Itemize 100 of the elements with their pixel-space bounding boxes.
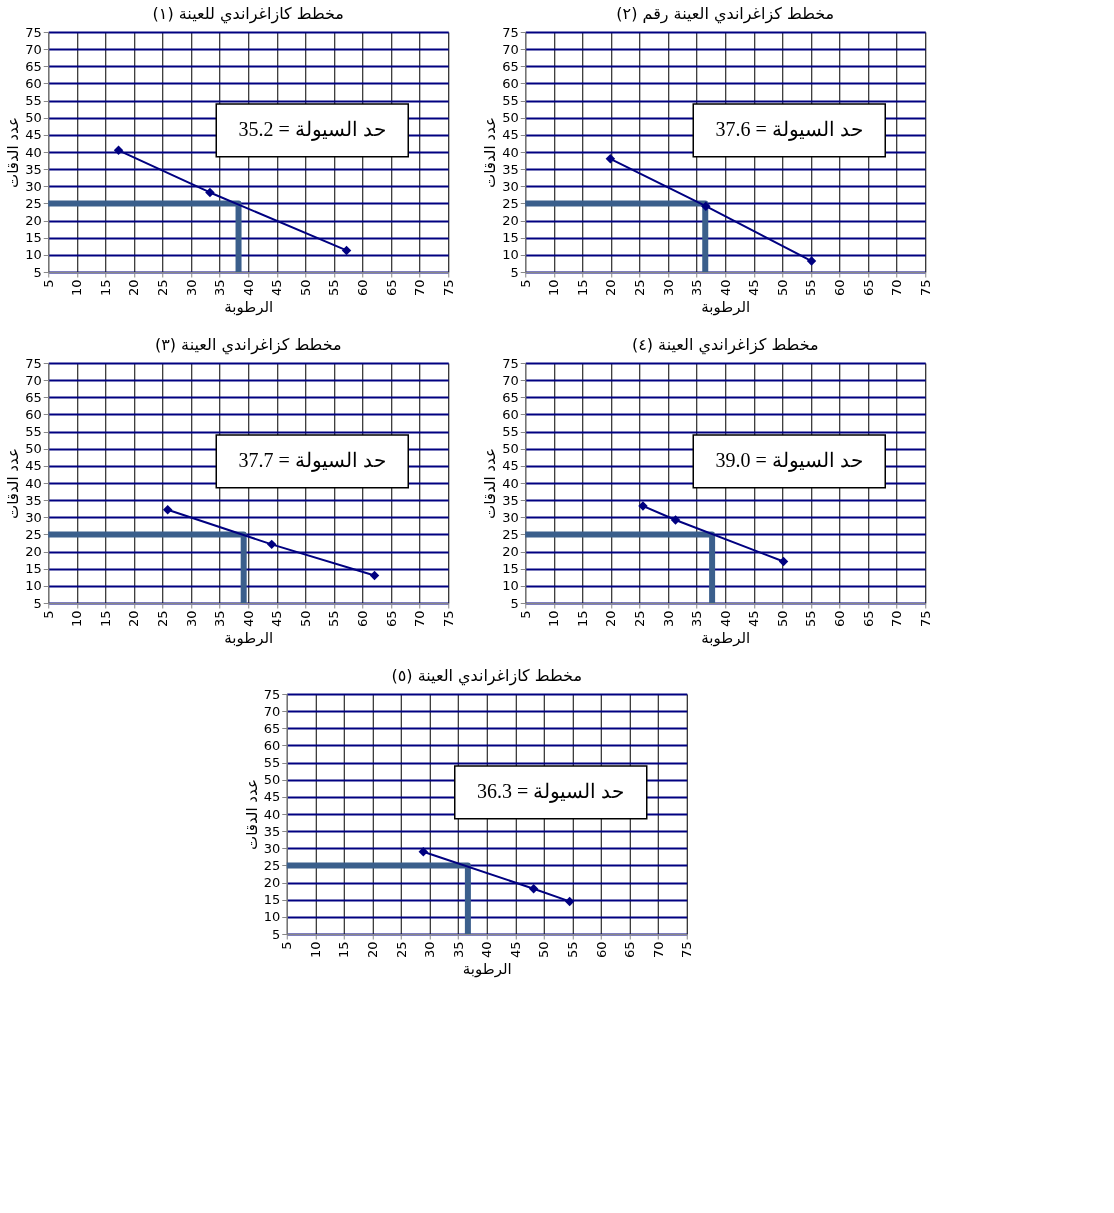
- x-tick-label: 75: [440, 279, 456, 297]
- x-tick-label: 40: [479, 941, 495, 959]
- x-tick-label: 30: [422, 941, 438, 959]
- y-axis-title: عدد الدقات: [481, 117, 500, 188]
- x-tick-label: 70: [889, 279, 905, 297]
- y-tick-label: 50: [502, 441, 519, 457]
- x-tick-label: 55: [326, 279, 342, 297]
- point: [605, 154, 616, 164]
- y-tick-label: 25: [25, 195, 42, 211]
- y-tick-label: 20: [25, 213, 42, 229]
- y-tick-label: 25: [25, 526, 42, 542]
- x-tick-label: 40: [717, 279, 733, 297]
- point: [266, 539, 277, 550]
- x-tick-label: 15: [336, 941, 352, 959]
- annotation: حد السيولة = 37.6: [715, 118, 863, 142]
- y-tick-label: 45: [502, 127, 519, 143]
- y-tick-label: 15: [502, 561, 519, 577]
- y-tick-label: 75: [25, 24, 42, 40]
- x-tick-label: 15: [97, 610, 113, 628]
- y-tick-label: 60: [25, 75, 42, 91]
- y-axis-title: عدد الدقات: [481, 448, 500, 519]
- x-axis-title: الرطوبة: [224, 629, 274, 648]
- y-tick-label: 75: [263, 686, 281, 702]
- x-tick-label: 50: [297, 610, 313, 628]
- y-tick-label: 50: [25, 441, 42, 457]
- y-tick-label: 70: [502, 41, 519, 57]
- y-tick-label: 30: [25, 509, 42, 525]
- x-tick-label: 20: [603, 279, 619, 297]
- x-tick-label: 35: [212, 279, 228, 297]
- y-tick-label: 65: [263, 720, 281, 736]
- y-tick-label: 55: [25, 424, 42, 440]
- annotation: حد السيولة = 36.3: [477, 780, 625, 804]
- x-tick-label: 75: [917, 279, 933, 297]
- x-tick-label: 55: [803, 610, 819, 628]
- annotation: حد السيولة = 35.2: [238, 118, 386, 142]
- point: [528, 884, 539, 894]
- y-tick-label: 70: [25, 372, 42, 388]
- x-tick-label: 25: [155, 279, 171, 297]
- x-tick-label: 65: [860, 279, 876, 297]
- x-tick-label: 35: [450, 941, 466, 959]
- y-tick-label: 10: [25, 578, 42, 594]
- y-tick-label: 55: [263, 755, 281, 771]
- y-tick-label: 65: [25, 58, 42, 74]
- point: [341, 245, 352, 256]
- x-tick-label: 25: [155, 610, 171, 628]
- y-tick-label: 70: [502, 372, 519, 388]
- x-tick-label: 10: [546, 610, 562, 628]
- y-tick-label: 75: [25, 355, 42, 371]
- x-tick-label: 15: [574, 610, 590, 628]
- x-tick-label: 55: [803, 279, 819, 297]
- y-tick-label: 30: [502, 509, 519, 525]
- y-tick-label: 25: [502, 526, 519, 542]
- y-tick-label: 30: [25, 178, 42, 194]
- x-tick-label: 30: [183, 279, 199, 297]
- y-axis-title: عدد الدقات: [242, 779, 261, 850]
- point: [701, 201, 711, 211]
- x-tick-label: 10: [69, 610, 85, 628]
- x-tick-label: 70: [412, 610, 428, 628]
- y-tick-label: 15: [25, 561, 42, 577]
- y-tick-label: 65: [502, 58, 519, 74]
- point: [778, 556, 789, 567]
- x-tick-label: 20: [126, 610, 142, 628]
- x-tick-label: 25: [393, 941, 409, 959]
- x-tick-label: 75: [917, 610, 933, 628]
- x-tick-label: 15: [97, 279, 113, 297]
- y-tick-label: 45: [25, 458, 42, 474]
- y-tick-label: 45: [25, 127, 42, 143]
- y-tick-label: 65: [25, 389, 42, 405]
- x-tick-label: 15: [574, 279, 590, 297]
- x-tick-label: 30: [660, 610, 676, 628]
- annotation: حد السيولة = 37.7: [238, 449, 386, 473]
- y-tick-label: 15: [502, 230, 519, 246]
- y-tick-label: 40: [25, 144, 42, 160]
- x-tick-label: 65: [622, 941, 638, 959]
- x-tick-label: 65: [860, 610, 876, 628]
- point: [670, 515, 681, 525]
- x-tick-label: 40: [717, 610, 733, 628]
- x-tick-label: 70: [412, 279, 428, 297]
- y-tick-label: 40: [25, 475, 42, 491]
- chart-title: مخطط كزاغراندي العينة رقم (٢): [616, 4, 835, 24]
- y-tick-label: 55: [502, 424, 519, 440]
- y-tick-label: 35: [263, 823, 281, 839]
- x-tick-label: 5: [40, 610, 56, 619]
- y-tick-label: 50: [25, 110, 42, 126]
- x-tick-label: 60: [355, 279, 371, 297]
- x-tick-label: 20: [126, 279, 142, 297]
- x-tick-label: 45: [746, 610, 762, 628]
- x-tick-label: 10: [307, 941, 323, 959]
- y-tick-label: 45: [502, 458, 519, 474]
- y-tick-label: 35: [502, 492, 519, 508]
- x-tick-label: 60: [832, 279, 848, 297]
- x-tick-label: 70: [650, 941, 666, 959]
- x-tick-label: 60: [593, 941, 609, 959]
- x-axis-title: الرطوبة: [701, 629, 751, 648]
- y-tick-label: 25: [502, 195, 519, 211]
- point: [806, 256, 817, 266]
- x-axis-title: الرطوبة: [462, 960, 512, 979]
- y-tick-label: 20: [502, 544, 519, 560]
- x-tick-label: 60: [832, 610, 848, 628]
- x-tick-label: 55: [564, 941, 580, 959]
